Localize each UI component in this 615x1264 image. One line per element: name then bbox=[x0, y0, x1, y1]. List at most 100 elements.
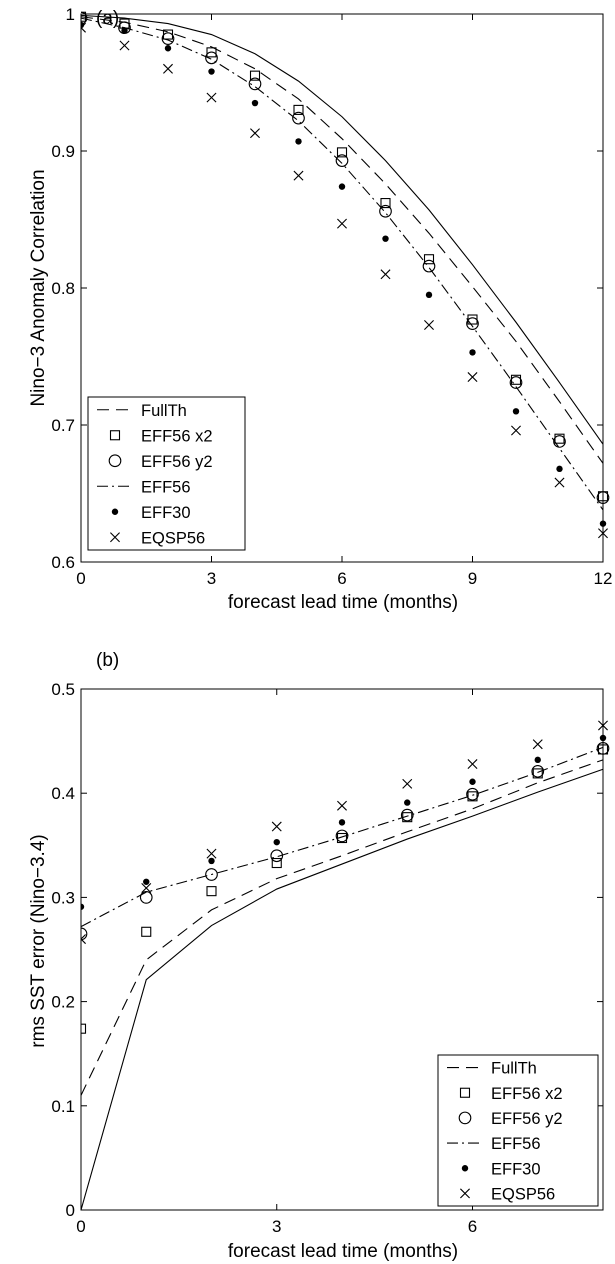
series-line-dashdot bbox=[81, 17, 604, 511]
data-point-circle bbox=[422, 259, 436, 273]
data-point-x bbox=[206, 92, 217, 103]
legend-entry-label: EFF56 x2 bbox=[141, 427, 213, 445]
legend-entry-label: EFF56 bbox=[141, 478, 191, 496]
series-line-dashdot bbox=[81, 746, 604, 928]
data-point-dot bbox=[251, 99, 259, 107]
panel-a-label: (a) bbox=[96, 8, 119, 29]
legend-marker-dot bbox=[111, 508, 119, 515]
legend-entry-label: EFF56 y2 bbox=[491, 1110, 563, 1128]
legend-box bbox=[87, 396, 246, 551]
data-point-dot bbox=[164, 45, 172, 52]
data-point-circle bbox=[81, 927, 88, 941]
y-tick-label: 0.5 bbox=[51, 680, 75, 699]
legend-entry-label: EFF56 bbox=[491, 1135, 541, 1153]
y-tick-label: 0.4 bbox=[51, 784, 75, 803]
legend-marker-x bbox=[460, 1188, 470, 1199]
panel-a-y-axis-label: Nino−3 Anomaly Correlation bbox=[28, 169, 49, 406]
data-point-dot bbox=[469, 349, 476, 356]
series-line-solid bbox=[81, 14, 604, 445]
y-tick-label: 0.1 bbox=[51, 1097, 75, 1116]
data-point-circle bbox=[248, 77, 262, 91]
legend-marker-circle bbox=[458, 1111, 472, 1125]
legend-entry-label: EQSP56 bbox=[491, 1185, 555, 1203]
legend-entry-label: FullTh bbox=[491, 1060, 537, 1078]
x-tick-label: 0 bbox=[76, 1217, 85, 1236]
panel-b-label: (b) bbox=[96, 650, 119, 671]
data-point-square bbox=[206, 47, 217, 58]
data-point-x bbox=[337, 218, 347, 229]
data-point-circle bbox=[161, 32, 175, 46]
panel-b: (b) 0 3 6 0 0.1 0.2 0.3 0.4 0.5 FullTh EFF56 x2 EFF… bbox=[28, 650, 610, 1262]
legend-entry-label: EFF56 y2 bbox=[141, 453, 213, 471]
data-point-x bbox=[467, 372, 478, 383]
plot-frame bbox=[80, 688, 604, 1211]
data-point-x bbox=[81, 934, 86, 945]
data-point-circle bbox=[596, 491, 610, 504]
data-point-square bbox=[293, 104, 304, 115]
data-point-dot bbox=[556, 465, 563, 473]
data-point-x bbox=[380, 269, 391, 280]
data-point-x bbox=[511, 425, 521, 436]
data-point-square bbox=[467, 791, 478, 802]
x-tick-label: 3 bbox=[272, 1217, 281, 1236]
y-tick-label: 0.2 bbox=[51, 993, 75, 1012]
data-point-circle bbox=[531, 764, 545, 778]
data-point-dot bbox=[338, 819, 346, 826]
data-point-circle bbox=[509, 376, 523, 389]
data-point-circle bbox=[205, 868, 218, 881]
legend: FullTh EFF56 x2 EFF56 y2 EFF56 EFF30 EQSP56 bbox=[87, 396, 246, 551]
legend-entry-label: EFF30 bbox=[491, 1160, 541, 1178]
panel-a-x-axis-label: forecast lead time (months) bbox=[228, 592, 458, 613]
data-point-circle bbox=[596, 742, 610, 755]
data-point-x bbox=[532, 739, 543, 750]
data-point-square bbox=[206, 886, 217, 897]
y-tick-label: 0.6 bbox=[51, 553, 75, 572]
data-point-square bbox=[271, 857, 282, 869]
x-tick-label: 6 bbox=[468, 1217, 477, 1236]
data-point-dot bbox=[208, 857, 215, 865]
legend-entry-label: EFF56 x2 bbox=[491, 1085, 563, 1103]
data-point-x bbox=[402, 778, 413, 789]
y-tick-label: 0.7 bbox=[51, 416, 75, 435]
data-point-x bbox=[271, 821, 282, 832]
data-point-x bbox=[81, 22, 86, 33]
data-point-dot bbox=[425, 291, 433, 299]
x-tick-label: 12 bbox=[594, 569, 613, 588]
data-point-dot bbox=[534, 756, 541, 764]
legend: FullTh EFF56 x2 EFF56 y2 EFF56 EFF30 EQSP56 bbox=[437, 1054, 599, 1207]
data-point-dot bbox=[143, 878, 150, 885]
data-point-circle bbox=[553, 435, 566, 448]
data-point-circle bbox=[335, 829, 349, 843]
data-point-circle bbox=[466, 317, 479, 330]
legend-marker-x bbox=[110, 532, 120, 543]
panel-b-y-axis-label: rms SST error (Nino−3.4) bbox=[28, 834, 49, 1047]
data-point-dot bbox=[599, 520, 607, 527]
data-point-dot bbox=[599, 734, 607, 742]
plot-data bbox=[81, 11, 610, 539]
data-point-circle bbox=[335, 154, 349, 167]
legend-entry-label: EQSP56 bbox=[141, 529, 205, 547]
y-tick-label: 0.9 bbox=[51, 142, 75, 161]
data-point-dot bbox=[273, 838, 280, 846]
data-point-dot bbox=[469, 778, 476, 785]
data-point-circle bbox=[270, 849, 284, 863]
data-point-x bbox=[554, 477, 565, 488]
x-tick-label: 9 bbox=[468, 569, 477, 588]
legend-marker-square bbox=[109, 430, 121, 441]
legend-entry-label: FullTh bbox=[141, 402, 187, 420]
panel-b-x-axis-label: forecast lead time (months) bbox=[228, 1241, 458, 1262]
legend-marker-dot bbox=[461, 1165, 469, 1172]
data-point-x bbox=[293, 170, 304, 181]
x-tick-label: 6 bbox=[337, 569, 346, 588]
data-point-circle bbox=[139, 891, 153, 904]
data-point-square bbox=[81, 1023, 87, 1034]
data-point-circle bbox=[205, 51, 218, 65]
data-point-square bbox=[336, 832, 348, 844]
data-point-circle bbox=[379, 204, 392, 218]
legend-marker-circle bbox=[108, 454, 122, 468]
legend-marker-square bbox=[459, 1087, 471, 1098]
data-point-x bbox=[206, 848, 217, 859]
data-point-square bbox=[423, 254, 435, 265]
data-point-circle bbox=[292, 111, 305, 125]
